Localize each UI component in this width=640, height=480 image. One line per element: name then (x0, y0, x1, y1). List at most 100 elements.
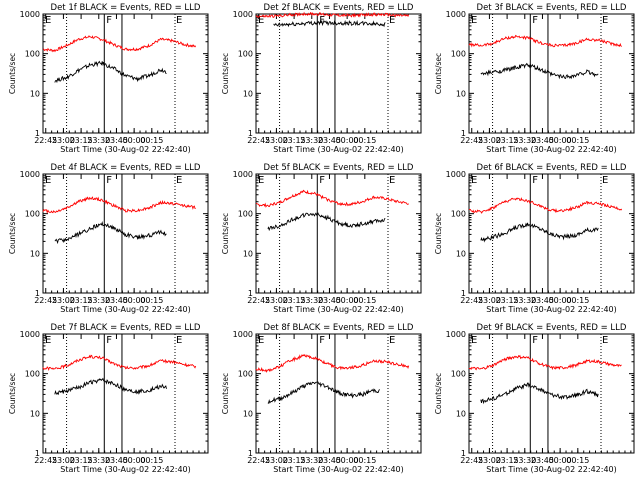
marker-e-left: E (258, 335, 264, 346)
y-axis-label: Counts/sec (221, 53, 230, 94)
lld-series-line (468, 34, 622, 48)
x-tick-label: 23:00 (52, 456, 75, 465)
y-tick-label: 1000 (20, 170, 40, 179)
y-tick-label: 100 (238, 210, 253, 219)
y-tick-label: 100 (238, 370, 253, 379)
y-axis-label: Counts/sec (8, 53, 17, 94)
events-series-line (480, 222, 599, 243)
events-series-line (480, 62, 599, 80)
y-tick-label: 1 (248, 289, 253, 298)
panel-title: Det 8f BLACK = Events, RED = LLD (264, 323, 414, 333)
x-axis-label: Start Time (30-Aug-02 22:42:40) (486, 465, 617, 474)
x-tick-label: 22:45 (34, 136, 57, 145)
x-tick-label: 00:15 (353, 296, 376, 305)
detector-panel: Det 6f BLACK = Events, RED = LLD 1 10 100 10… (434, 163, 635, 314)
x-tick-label: 22:45 (460, 136, 483, 145)
x-tick-label: 23:15 (70, 136, 93, 145)
marker-f: F (106, 335, 112, 346)
marker-f: F (106, 15, 112, 26)
x-tick-label: 00:15 (566, 456, 589, 465)
x-tick-label: 22:45 (34, 456, 57, 465)
x-tick-label: 22:45 (460, 456, 483, 465)
y-tick-label: 10 (243, 409, 253, 418)
x-tick-label: 23:15 (496, 136, 519, 145)
y-tick-label: 1 (248, 129, 253, 138)
x-tick-label: 23:30 (300, 456, 323, 465)
y-axis-label: Counts/sec (434, 373, 443, 414)
events-series-line (273, 19, 386, 28)
panel-title: Det 9f BLACK = Events, RED = LLD (477, 323, 627, 333)
x-tick-label: 00:00 (336, 296, 359, 305)
marker-f: F (106, 175, 112, 186)
marker-e-right: E (389, 15, 395, 26)
panel-title: Det 4f BLACK = Events, RED = LLD (51, 163, 201, 173)
y-tick-label: 10 (456, 89, 466, 98)
y-tick-label: 100 (25, 370, 40, 379)
detector-panel: Det 7f BLACK = Events, RED = LLD 1 10 100 10… (8, 323, 209, 474)
x-tick-label: 23:45 (318, 136, 341, 145)
marker-e-right: E (176, 335, 182, 346)
marker-e-right: E (602, 175, 608, 186)
x-tick-label: 23:15 (283, 296, 306, 305)
events-series-line (267, 212, 386, 232)
marker-e-right: E (176, 175, 182, 186)
marker-f: F (319, 335, 325, 346)
y-tick-label: 1000 (446, 10, 466, 19)
x-tick-label: 00:00 (123, 136, 146, 145)
x-tick-label: 23:15 (283, 456, 306, 465)
x-tick-label: 23:15 (70, 296, 93, 305)
x-tick-label: 22:45 (34, 296, 57, 305)
plot-frame (255, 333, 422, 454)
x-tick-label: 00:00 (123, 296, 146, 305)
events-series-line (54, 377, 167, 396)
x-axis-label: Start Time (30-Aug-02 22:42:40) (273, 465, 404, 474)
y-tick-label: 1 (461, 289, 466, 298)
x-tick-label: 23:00 (478, 296, 501, 305)
x-tick-label: 23:15 (496, 456, 519, 465)
marker-e-left: E (45, 15, 51, 26)
x-tick-label: 23:45 (105, 136, 128, 145)
x-tick-label: 23:30 (513, 296, 536, 305)
x-tick-label: 23:45 (105, 456, 128, 465)
y-axis-label: Counts/sec (221, 373, 230, 414)
plot-frame (42, 13, 209, 134)
marker-e-left: E (45, 335, 51, 346)
plot-frame (468, 13, 635, 134)
y-tick-label: 100 (451, 210, 466, 219)
x-tick-label: 23:00 (478, 456, 501, 465)
y-tick-label: 10 (243, 89, 253, 98)
lld-series-line (468, 197, 623, 214)
y-tick-label: 1 (35, 289, 40, 298)
marker-e-right: E (389, 175, 395, 186)
x-tick-label: 00:15 (140, 296, 163, 305)
x-tick-label: 22:45 (460, 296, 483, 305)
marker-e-left: E (471, 175, 477, 186)
y-axis-label: Counts/sec (8, 213, 17, 254)
panel-title: Det 3f BLACK = Events, RED = LLD (477, 3, 627, 13)
detector-panel: Det 5f BLACK = Events, RED = LLD 1 10 100 10… (221, 163, 422, 314)
x-tick-label: 23:30 (513, 136, 536, 145)
x-tick-label: 23:00 (52, 136, 75, 145)
marker-e-right: E (389, 335, 395, 346)
plot-frame (255, 13, 422, 134)
x-tick-label: 00:00 (549, 136, 572, 145)
x-tick-label: 00:15 (353, 136, 376, 145)
detector-panel: Det 8f BLACK = Events, RED = LLD 1 10 100 10… (221, 323, 422, 474)
plot-frame (42, 173, 209, 294)
y-axis-label: Counts/sec (434, 53, 443, 94)
lld-series-line (42, 196, 196, 214)
plot-frame (468, 333, 635, 454)
y-tick-label: 100 (451, 50, 466, 59)
detector-panel: Det 9f BLACK = Events, RED = LLD 1 10 100 10… (434, 323, 635, 474)
lld-series-line (42, 35, 197, 53)
y-tick-label: 1 (35, 449, 40, 458)
detector-panel: Det 1f BLACK = Events, RED = LLD 1 10 100 10… (8, 3, 209, 154)
lld-series-line (255, 189, 409, 208)
events-series-line (54, 60, 167, 84)
y-axis-label: Counts/sec (221, 213, 230, 254)
y-axis-label: Counts/sec (8, 373, 17, 414)
x-tick-label: 23:45 (105, 296, 128, 305)
y-tick-label: 1 (248, 449, 253, 458)
x-tick-label: 00:00 (549, 456, 572, 465)
